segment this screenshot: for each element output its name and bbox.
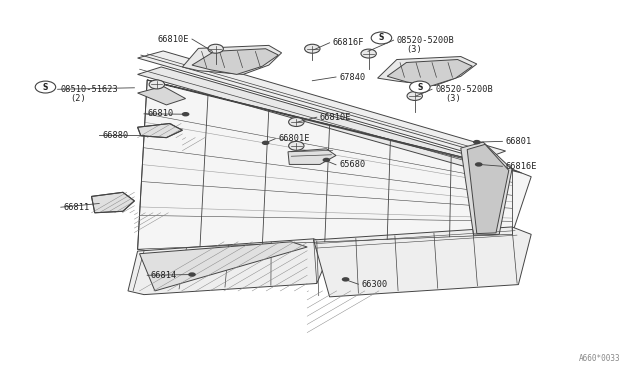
Circle shape xyxy=(475,162,483,167)
Circle shape xyxy=(473,140,481,144)
Text: 66811: 66811 xyxy=(64,203,90,212)
Text: 66801E: 66801E xyxy=(278,134,310,143)
Circle shape xyxy=(361,49,376,58)
Text: S: S xyxy=(43,83,48,92)
Text: 66810E: 66810E xyxy=(320,113,351,122)
Text: A660*0033: A660*0033 xyxy=(579,354,621,363)
Text: 08520-5200B: 08520-5200B xyxy=(397,36,454,45)
Circle shape xyxy=(188,272,196,277)
Text: 66814: 66814 xyxy=(150,271,177,280)
Circle shape xyxy=(342,277,349,282)
Text: 08520-5200B: 08520-5200B xyxy=(435,85,493,94)
Text: 66816E: 66816E xyxy=(506,162,537,171)
Text: 67840: 67840 xyxy=(339,73,365,81)
Text: 08510-51623: 08510-51623 xyxy=(61,85,118,94)
Circle shape xyxy=(149,80,164,89)
Polygon shape xyxy=(147,80,522,173)
Circle shape xyxy=(371,32,392,44)
Polygon shape xyxy=(92,192,134,213)
Polygon shape xyxy=(140,242,307,291)
Polygon shape xyxy=(314,227,531,297)
Circle shape xyxy=(407,92,422,100)
Text: 66816F: 66816F xyxy=(333,38,364,47)
Polygon shape xyxy=(138,51,506,158)
Circle shape xyxy=(35,81,56,93)
Circle shape xyxy=(323,158,330,162)
Polygon shape xyxy=(378,57,477,86)
Circle shape xyxy=(289,118,304,126)
Text: (3): (3) xyxy=(406,45,422,54)
Polygon shape xyxy=(138,67,506,173)
Text: S: S xyxy=(417,83,422,92)
Circle shape xyxy=(262,141,269,145)
Polygon shape xyxy=(128,239,333,295)
Circle shape xyxy=(410,81,430,93)
Circle shape xyxy=(305,44,320,53)
Circle shape xyxy=(289,141,304,150)
Polygon shape xyxy=(461,142,512,235)
Polygon shape xyxy=(182,45,282,74)
Polygon shape xyxy=(467,144,509,234)
Text: (3): (3) xyxy=(445,94,461,103)
Circle shape xyxy=(182,112,189,116)
Text: 66300: 66300 xyxy=(362,280,388,289)
Polygon shape xyxy=(387,60,472,86)
Text: 66810: 66810 xyxy=(147,109,173,118)
Circle shape xyxy=(208,44,223,53)
Polygon shape xyxy=(138,86,186,105)
Polygon shape xyxy=(138,124,182,138)
Text: 66880: 66880 xyxy=(102,131,129,140)
Text: 66810E: 66810E xyxy=(157,35,189,44)
Text: (2): (2) xyxy=(70,94,86,103)
Text: 66801: 66801 xyxy=(506,137,532,146)
Text: 65680: 65680 xyxy=(339,160,365,169)
Polygon shape xyxy=(192,49,278,74)
Polygon shape xyxy=(138,80,531,253)
Text: S: S xyxy=(379,33,384,42)
Polygon shape xyxy=(288,149,336,164)
